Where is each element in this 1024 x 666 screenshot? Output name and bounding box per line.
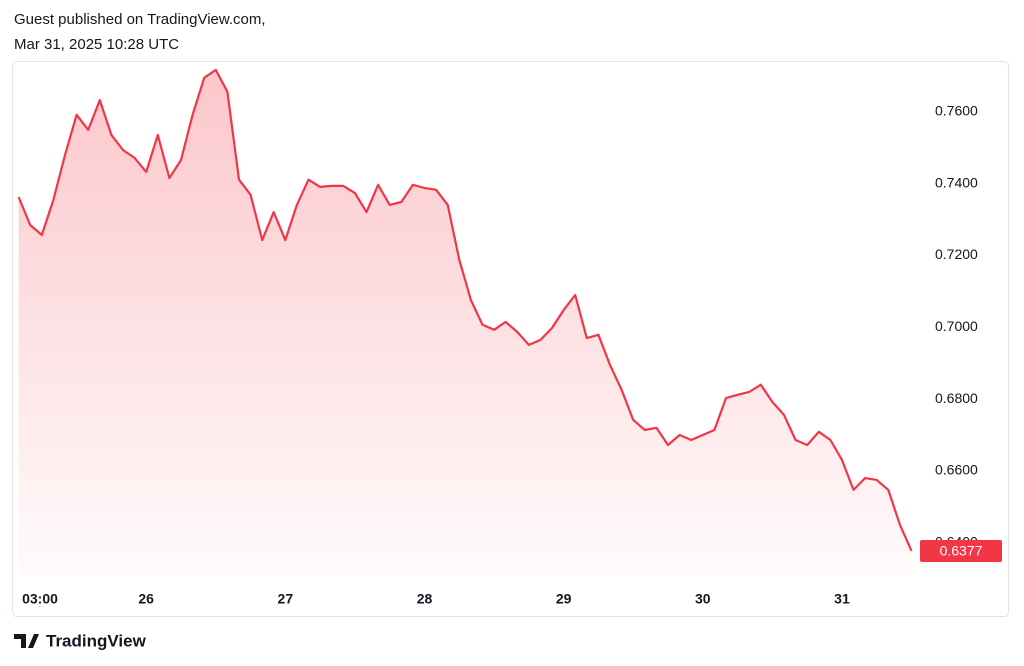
y-tick-label: 0.7600 [935,103,978,119]
chart-frame [12,61,1009,617]
x-tick-label: 03:00 [22,591,58,607]
area-fill [18,69,912,576]
logo: TradingView [14,631,147,650]
plot: 0.64000.66000.68000.70000.72000.74000.76… [17,68,1002,607]
y-tick-label: 0.6600 [935,462,978,478]
header-line2: Mar 31, 2025 10:28 UTC [14,36,179,53]
logo-icon [14,634,39,648]
brand: TradingView [46,631,147,650]
x-tick-label: 26 [138,591,154,607]
y-tick-label: 0.7400 [935,174,978,190]
x-tick-label: 31 [834,591,850,607]
header-line1: Guest published on TradingView.com, [14,11,266,28]
last-price-tag [920,539,1002,562]
x-tick-label: 27 [278,591,294,607]
price-line [17,68,913,552]
x-tick-label: 28 [417,591,433,607]
x-tick-label: 29 [556,591,572,607]
y-tick-label: 0.7000 [935,318,978,334]
y-tick-label: 0.6800 [935,390,978,406]
last-price-label: 0.6377 [940,543,983,559]
x-tick-label: 30 [695,591,711,607]
y-tick-label: 0.7200 [935,246,978,262]
